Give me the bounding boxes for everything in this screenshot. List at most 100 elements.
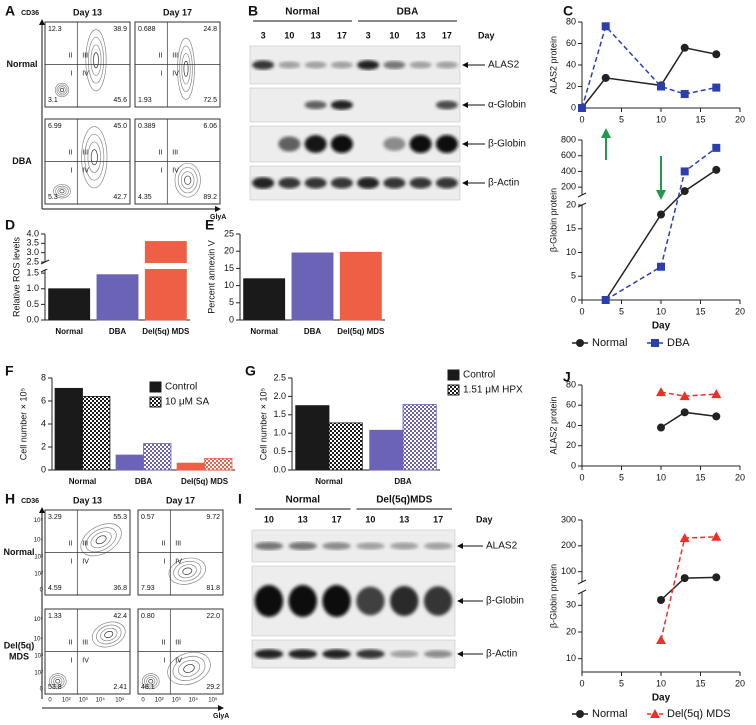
axis-tick-label: 10² [62, 698, 71, 704]
x-tick-label: Del(5q) MDS [181, 477, 229, 486]
protein-label: β-Globin [486, 596, 524, 607]
point-marker [656, 387, 666, 397]
contour [183, 664, 195, 673]
point-marker [601, 73, 610, 82]
panel-letter: F [5, 363, 14, 379]
bar [143, 443, 172, 471]
quadrant-value: 36.8 [113, 585, 127, 592]
quadrant-value: 81.8 [206, 585, 220, 592]
point-marker [712, 50, 721, 59]
blot-band [356, 586, 385, 616]
y-tick-label: 25 [224, 228, 234, 238]
day-label: Day 13 [73, 7, 102, 17]
y-tick-label: 20 [566, 199, 576, 209]
contour [144, 675, 158, 688]
axis-tick-label: 10⁵ [34, 616, 44, 623]
x-tick-label: 10 [656, 306, 666, 316]
blot-band [288, 585, 317, 617]
contour [93, 52, 99, 69]
panel-letter: J [563, 369, 571, 385]
contour [173, 560, 202, 582]
y-tick-label: 1.0 [26, 283, 39, 293]
blot-band [409, 177, 432, 189]
x-tick-label: Normal [55, 327, 83, 336]
quadrant-name: IV [82, 70, 89, 77]
x-tick-label: DBA [394, 477, 412, 486]
lane-day: 17 [433, 514, 443, 524]
y-tick-label: 2 [41, 441, 46, 451]
legend-swatch [447, 369, 460, 381]
contour [91, 621, 126, 648]
legend-marker [650, 709, 660, 718]
contour [167, 651, 211, 686]
contour [184, 175, 192, 185]
bar [144, 241, 187, 321]
contour [177, 660, 201, 677]
lane-day: 13 [416, 30, 426, 40]
blot-band [423, 542, 453, 550]
quadrant-name: II [161, 639, 165, 646]
group-label: DBA [397, 7, 419, 18]
contour [90, 149, 98, 166]
y-tick-label: 20 [566, 81, 576, 91]
bar [291, 252, 334, 321]
axis-tick-label: 10³ [172, 698, 181, 704]
contour [177, 37, 195, 100]
blot-band [383, 137, 406, 151]
bar [328, 422, 363, 471]
x-tick-label: 10 [656, 114, 666, 124]
y-tick-label: 0.5 [273, 446, 286, 456]
axis-break [577, 192, 587, 198]
y-tick-label: 10 [566, 247, 576, 257]
legend-label: DBA [667, 337, 690, 349]
point-marker [680, 167, 689, 176]
blot-band [423, 650, 453, 658]
contour [90, 531, 112, 549]
contour [87, 141, 102, 173]
contour [85, 527, 117, 553]
contour [55, 678, 61, 684]
series-line [605, 169, 717, 301]
contour [177, 167, 198, 194]
point-marker [712, 83, 721, 92]
axis-tick-label: 0 [40, 587, 44, 593]
axis-tick-label: 10³ [34, 653, 43, 659]
bar [54, 387, 83, 471]
contour [53, 677, 63, 686]
row-label: DBA [12, 156, 32, 166]
quadrant-value: 24.8 [203, 26, 217, 33]
blot-band [278, 61, 301, 69]
point-marker [656, 635, 666, 644]
contour [84, 133, 105, 181]
axis-tick-label: 0 [141, 698, 145, 704]
x-tick-label: 20 [735, 472, 745, 482]
contour [172, 655, 206, 682]
contour [96, 624, 122, 645]
quadrant-name: I [70, 558, 72, 565]
axis-tick-label: 10⁴ [96, 697, 106, 704]
bar [204, 458, 233, 471]
lane-day: 10 [365, 514, 375, 524]
panel-letter: H [5, 491, 15, 507]
blot-band [383, 61, 406, 69]
point-marker [657, 82, 665, 91]
quadrant-value: 42.4 [113, 613, 127, 620]
panel-letter: B [248, 3, 258, 19]
blot-band [383, 177, 406, 189]
y-axis-label: Relative ROS levels [11, 236, 21, 317]
contour [48, 673, 67, 690]
legend-label: 10 μM SA [165, 397, 209, 408]
quadrant-value: 12.3 [48, 26, 62, 33]
point-marker [680, 408, 689, 417]
x-tick-label: 0 [579, 678, 584, 688]
y-tick-label: 0 [571, 294, 576, 304]
lane-day: 3 [261, 30, 266, 40]
x-tick-label: 0 [579, 306, 584, 316]
quadrant-name: II [68, 149, 72, 156]
x-tick-label: Del(5q) MDS [337, 327, 385, 336]
y-tick-label: 0 [229, 314, 234, 324]
x-tick-label: Normal [315, 477, 343, 486]
axis-tick-label: 0 [40, 686, 44, 692]
y-tick-label: 15 [566, 223, 576, 233]
quadrant-name: IV [82, 167, 89, 174]
